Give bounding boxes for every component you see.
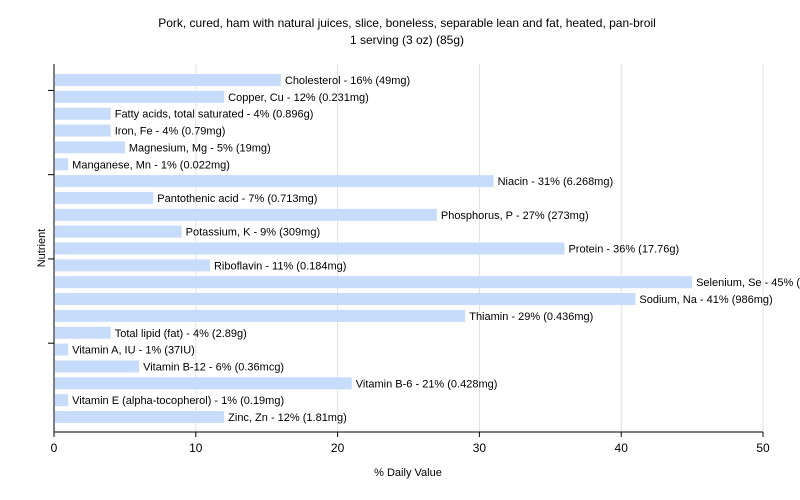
bar [55,175,494,188]
bar-label: Potassium, K - 9% (309mg) [186,227,321,239]
x-axis-label: % Daily Value [374,467,442,479]
bar-label: Magnesium, Mg - 5% (19mg) [129,142,271,154]
bar-label: Pantothenic acid - 7% (0.713mg) [157,193,317,205]
bar-label: Vitamin E (alpha-tocopherol) - 1% (0.19m… [72,395,284,407]
x-tick-label: 40 [615,441,629,455]
bar [55,107,111,120]
x-tick-label: 0 [51,441,58,455]
bar [55,74,281,86]
bar-label: Copper, Cu - 12% (0.231mg) [228,92,369,104]
bar-label: Protein - 36% (17.76g) [568,244,679,256]
y-axis-label: Nutrient [36,229,48,268]
bar-label: Manganese, Mn - 1% (0.022mg) [72,159,230,171]
bar-label: Fatty acids, total saturated - 4% (0.896… [115,109,314,121]
bar-label: Selenium, Se - 45% (31.4mcg) [696,277,800,289]
bar [55,191,154,204]
bar-label: Sodium, Na - 41% (986mg) [639,294,772,306]
bar [55,141,125,154]
chart-title: Pork, cured, ham with natural juices, sl… [158,16,656,30]
bar-label: Vitamin B-12 - 6% (0.36mcg) [143,361,284,373]
bar [55,394,69,407]
bar [55,158,69,171]
bar-label: Phosphorus, P - 27% (273mg) [441,210,589,222]
bar [55,293,636,306]
bar [55,242,565,255]
bar [55,377,352,390]
bar [55,225,182,238]
bar [55,343,69,356]
bar [55,124,111,137]
bar-label: Vitamin A, IU - 1% (37IU) [72,345,195,357]
bar-label: Niacin - 31% (6.268mg) [498,176,614,188]
bar-label: Iron, Fe - 4% (0.79mg) [115,126,226,138]
bars-group: Cholesterol - 16% (49mg) Copper, Cu - 12%… [55,74,800,424]
bar [55,90,225,103]
axes: 0 10 20 30 40 50 [48,64,770,455]
bar [55,326,111,339]
bar [55,276,693,289]
x-tick-label: 10 [189,441,203,455]
x-tick-label: 20 [331,441,345,455]
bar-label: Cholesterol - 16% (49mg) [285,75,410,87]
bar [55,259,210,272]
bar-label: Total lipid (fat) - 4% (2.89g) [115,328,247,340]
bar [55,208,437,221]
chart-subtitle: 1 serving (3 oz) (85g) [350,33,464,47]
bar [55,411,225,423]
bar [55,309,466,322]
x-tick-label: 30 [473,441,487,455]
bar-label: Thiamin - 29% (0.436mg) [469,311,593,323]
bar-label: Riboflavin - 11% (0.184mg) [214,260,346,272]
x-tick-label: 50 [756,441,770,455]
bar-label: Vitamin B-6 - 21% (0.428mg) [356,378,498,390]
bar-label: Zinc, Zn - 12% (1.81mg) [228,412,347,424]
bar [55,360,140,373]
